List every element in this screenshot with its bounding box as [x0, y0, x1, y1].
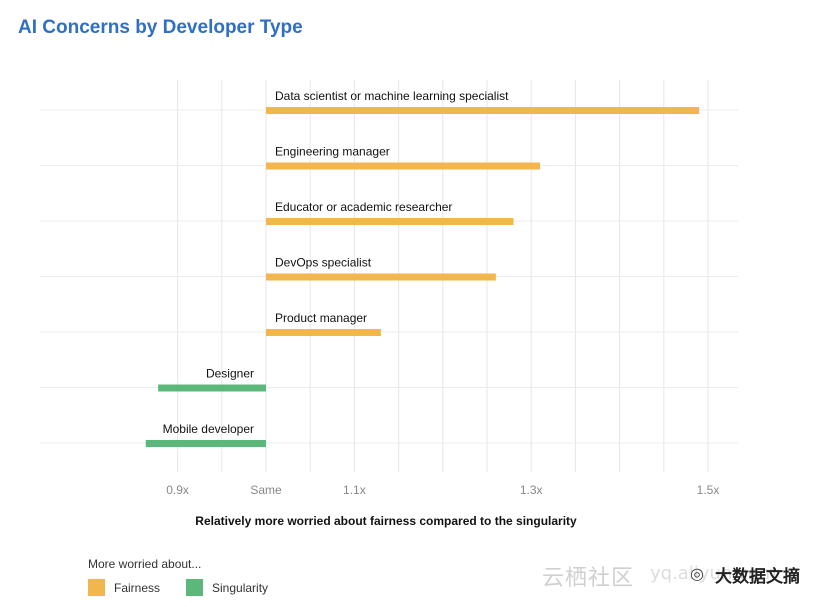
x-axis-label: Relatively more worried about fairness c…	[195, 514, 577, 528]
bar-label: DevOps specialist	[275, 256, 372, 270]
watermark-chinese: 云栖社区	[542, 566, 635, 591]
bar	[145, 440, 266, 447]
bar	[266, 162, 541, 170]
x-tick-label: 1.5x	[697, 483, 720, 497]
bar	[266, 107, 700, 114]
legend-label-singularity: Singularity	[212, 580, 269, 595]
bar-label: Product manager	[275, 311, 367, 325]
x-tick-label: 1.3x	[520, 483, 543, 497]
bar-label: Engineering manager	[275, 145, 390, 159]
legend-title: More worried about...	[88, 557, 202, 571]
x-tick-label: 1.1x	[343, 483, 366, 497]
watermark-latin: yq.aliyun.com	[650, 563, 777, 584]
legend: More worried about... Fairness Singulari…	[88, 557, 294, 596]
bar	[266, 329, 381, 336]
bar	[266, 273, 496, 281]
legend-label-fairness: Fairness	[114, 580, 161, 595]
x-tick-label: Same	[250, 483, 282, 497]
bar	[266, 218, 514, 225]
bar-label: Data scientist or machine learning speci…	[275, 89, 509, 103]
watermark-brand: 大数据文摘	[715, 567, 800, 587]
bar-label: Educator or academic researcher	[275, 200, 452, 214]
legend-swatch-fairness	[88, 579, 105, 596]
x-tick-label: 0.9x	[166, 483, 189, 497]
bar	[158, 384, 266, 392]
bar-label: Designer	[206, 367, 254, 381]
legend-item-fairness: Fairness	[88, 579, 160, 596]
legend-item-singularity: Singularity	[186, 579, 268, 596]
wechat-icon: ◎	[690, 564, 704, 583]
legend-swatch-singularity	[186, 579, 204, 596]
chart-plot: 0.9x Same 1.1x 1.3x 1.5x Data scientist or ma…	[40, 80, 738, 497]
chart-title: AI Concerns by Developer Type	[18, 17, 303, 38]
bar-label: Mobile developer	[163, 422, 254, 436]
